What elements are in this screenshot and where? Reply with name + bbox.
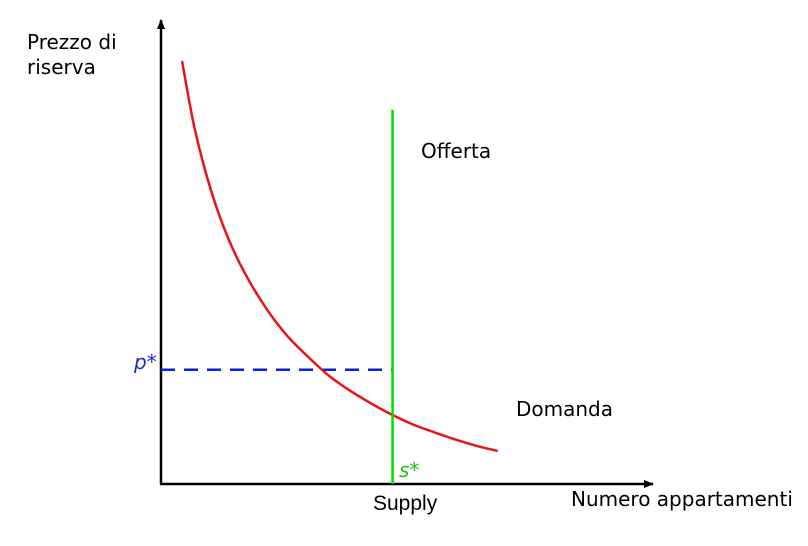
series-line-domanda (180, 60, 499, 453)
x-axis-label: Numero appartamenti (571, 487, 793, 511)
series-label-domanda: Domanda (516, 397, 614, 421)
series-layer (161, 60, 499, 484)
quantity-label-s-star: s* (399, 458, 420, 482)
series-label-offerta: Offerta (421, 139, 492, 163)
y-axis-label: Prezzo di riserva (27, 30, 117, 79)
price-label-p-star: p* (134, 350, 157, 374)
supply-tick-label: Supply (373, 492, 438, 515)
